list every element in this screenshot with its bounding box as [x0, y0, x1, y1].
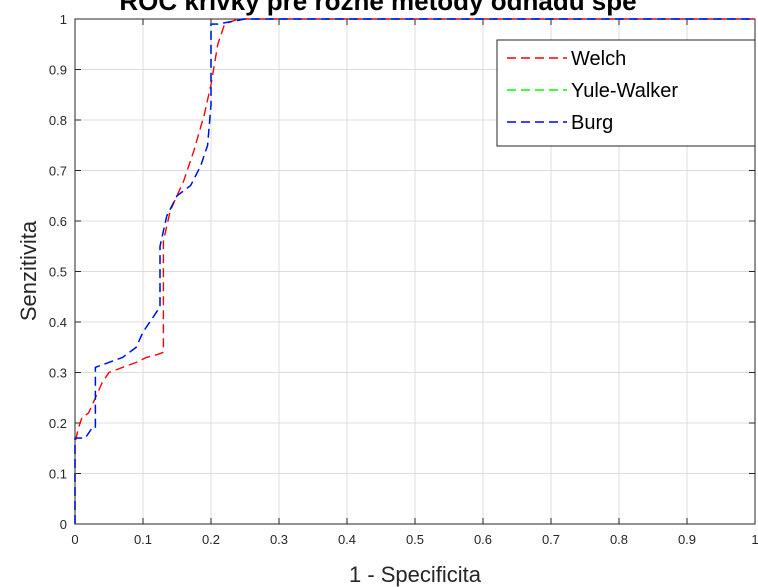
axis-ticks: 0 0.1 0.2 0.3 0.4 0.5 0.6 0.7 0.8 0.9 1 0 0.1 0.2 0.3 0…	[49, 12, 758, 547]
chart-title: ROC krivky pre rôzne metódy odhadu spe	[119, 0, 636, 16]
x-tick-label: 0.9	[678, 532, 696, 547]
x-tick-label: 0	[71, 532, 78, 547]
x-tick-label: 1	[751, 532, 758, 547]
legend-label-yule-walker: Yule-Walker	[571, 80, 678, 102]
y-tick-label: 0.9	[49, 63, 67, 78]
series-line-welch	[74, 18, 755, 524]
y-tick-label: 0.5	[49, 265, 67, 280]
series-lines	[74, 18, 755, 524]
x-tick-label: 0.5	[406, 532, 424, 547]
y-tick-label: 0.4	[49, 315, 67, 330]
y-tick-label: 1	[60, 12, 67, 27]
x-tick-label: 0.6	[474, 532, 492, 547]
x-tick-label: 0.4	[338, 532, 356, 547]
y-tick-label: 0.7	[49, 164, 67, 179]
x-tick-label: 0.3	[270, 532, 288, 547]
y-tick-label: 0.1	[49, 467, 67, 482]
x-axis-label: 1 - Specificita	[349, 562, 482, 587]
x-tick-label: 0.2	[202, 532, 220, 547]
x-tick-label: 0.8	[610, 532, 628, 547]
y-tick-label: 0.3	[49, 366, 67, 381]
y-tick-label: 0.6	[49, 214, 67, 229]
x-tick-label: 0.1	[134, 532, 152, 547]
y-axis-label: Senzitivita	[16, 220, 41, 321]
y-tick-label: 0	[60, 517, 67, 532]
y-tick-label: 0.8	[49, 113, 67, 128]
legend-label-welch: Welch	[571, 48, 626, 70]
y-tick-label: 0.2	[49, 416, 67, 431]
legend: Welch Yule-Walker Burg	[496, 39, 756, 147]
legend-label-burg: Burg	[571, 112, 613, 134]
x-tick-label: 0.7	[542, 532, 560, 547]
series-line-burg	[74, 18, 755, 524]
